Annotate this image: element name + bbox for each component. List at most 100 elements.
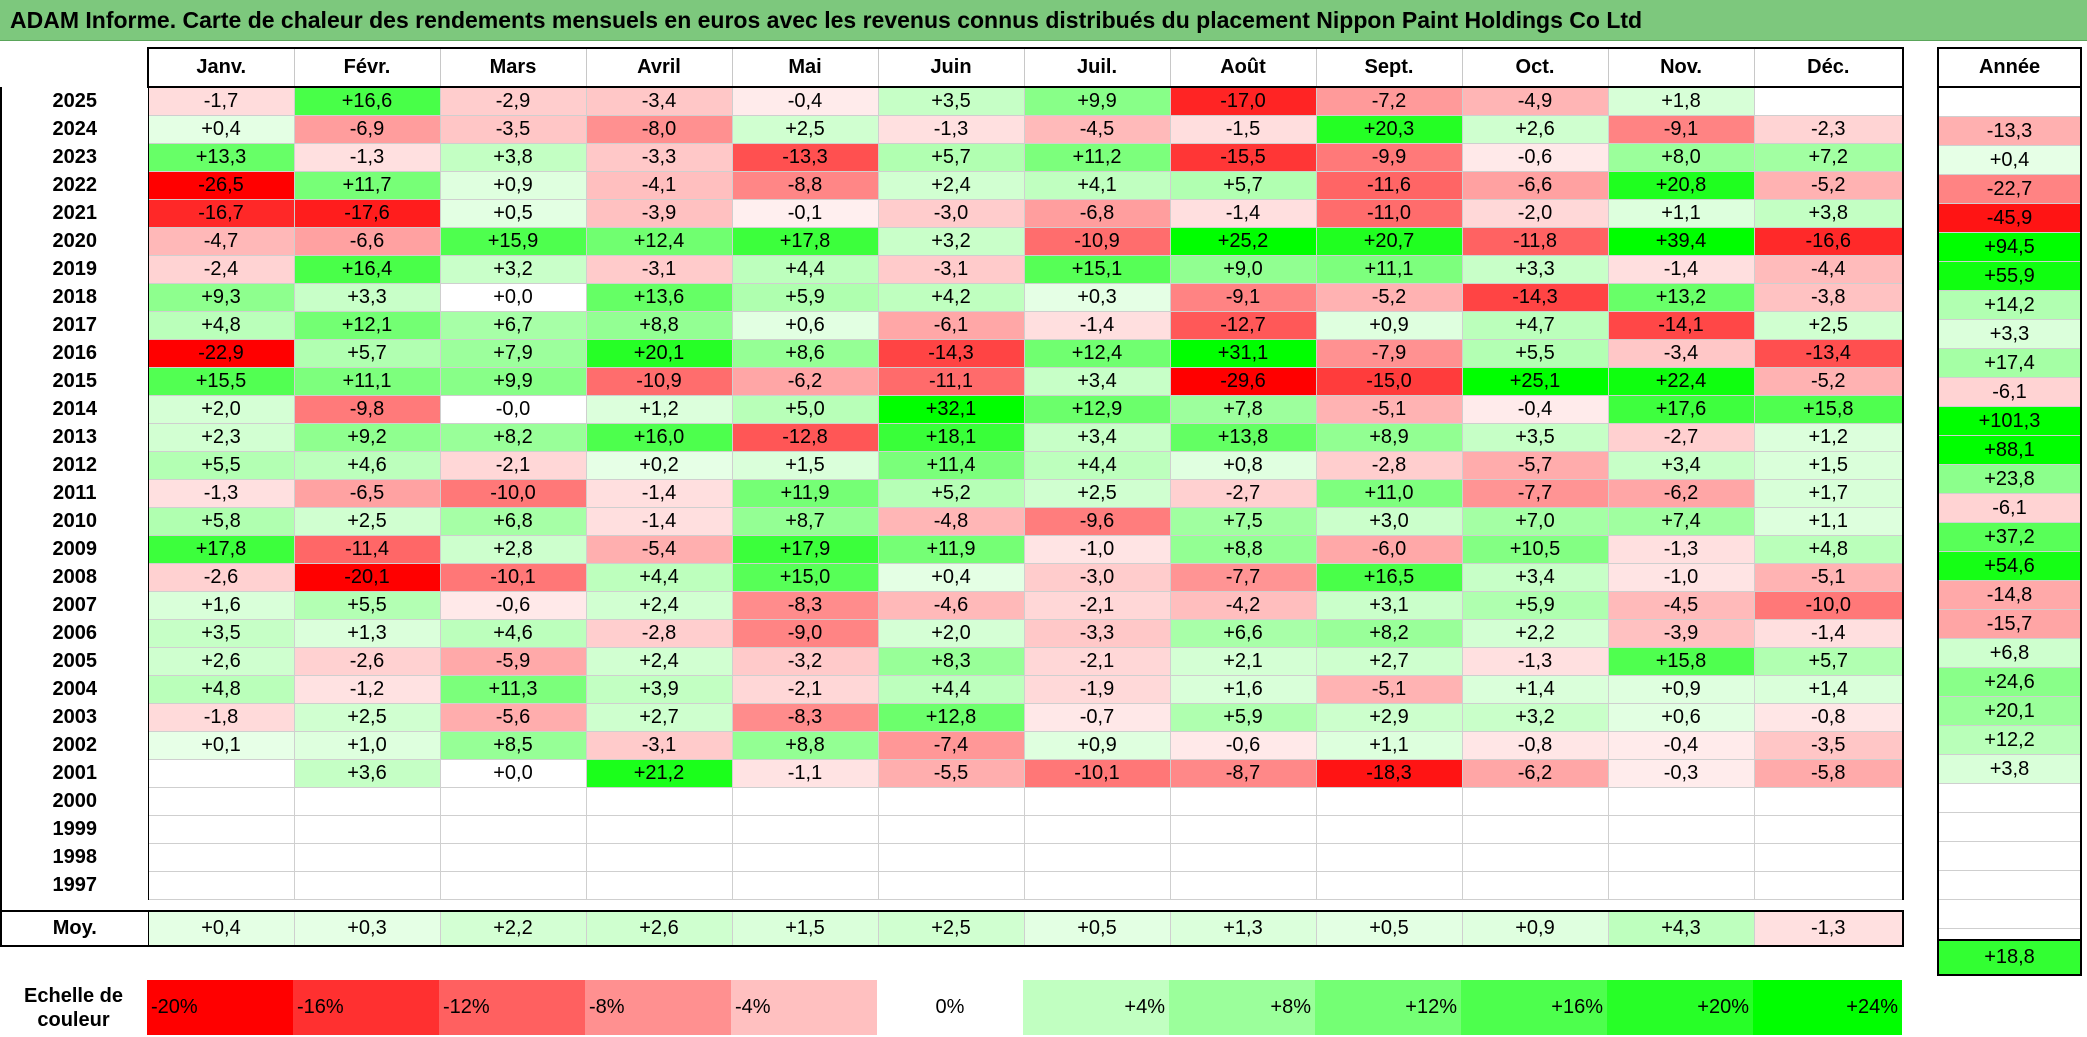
- heatmap-cell: -10,1: [439, 562, 587, 592]
- heatmap-cell: -11,0: [1315, 198, 1463, 228]
- heatmap-cell: +0,1: [147, 730, 295, 760]
- spacer: [1024, 898, 1170, 912]
- heatmap-cell: [1023, 814, 1171, 844]
- heatmap-cell: +15,1: [1023, 254, 1171, 284]
- heatmap-cell: -0,6: [1461, 142, 1609, 172]
- heatmap-cell: +2,8: [439, 534, 587, 564]
- heatmap-cell: +4,8: [147, 310, 295, 340]
- heatmap-cell: -17,6: [293, 198, 441, 228]
- heatmap-cell: +2,5: [293, 702, 441, 732]
- heatmap-cell: +0,4: [147, 114, 295, 144]
- heatmap-cell: +0,9: [439, 170, 587, 200]
- heatmap-cell: [1315, 814, 1463, 844]
- heatmap-cell: +16,6: [293, 86, 441, 116]
- heatmap-cell: -2,1: [1023, 646, 1171, 676]
- spacer: [1316, 898, 1462, 912]
- heatmap-cell: [585, 870, 733, 900]
- heatmap-cell: -5,4: [585, 534, 733, 564]
- heatmap-cell: +1,5: [1753, 450, 1904, 480]
- heatmap-cell: +3,6: [293, 758, 441, 788]
- month-header: Sept.: [1315, 47, 1463, 88]
- heatmap-cell: -7,7: [1169, 562, 1317, 592]
- heatmap-cell: +3,2: [1461, 702, 1609, 732]
- heatmap-cell: +12,4: [1023, 338, 1171, 368]
- heatmap-cell: +3,0: [1315, 506, 1463, 536]
- heatmap-table: Janv. Févr. Mars Avril Mai Juin Juil. Août Sept.…: [0, 47, 1904, 947]
- annual-cell: +101,3: [1937, 406, 2082, 436]
- heatmap-cell: -1,3: [147, 478, 295, 508]
- heatmap-cell: -3,9: [585, 198, 733, 228]
- heatmap-cell: -3,5: [1753, 730, 1904, 760]
- heatmap-cell: -10,1: [1023, 758, 1171, 788]
- heatmap-cell: [293, 842, 441, 872]
- heatmap-cell: -2,7: [1169, 478, 1317, 508]
- heatmap-cell: [439, 814, 587, 844]
- heatmap-cell: +2,6: [1461, 114, 1609, 144]
- year-label: 2007: [0, 591, 149, 619]
- heatmap-cell: +13,2: [1607, 282, 1755, 312]
- year-label: 2004: [0, 675, 149, 703]
- heatmap-cell: -3,8: [1753, 282, 1904, 312]
- heatmap-cell: -2,6: [147, 562, 295, 592]
- heatmap-cell: +11,0: [1315, 478, 1463, 508]
- heatmap-cell: +5,9: [1169, 702, 1317, 732]
- heatmap-cell: -5,9: [439, 646, 587, 676]
- heatmap-cell: +8,2: [439, 422, 587, 452]
- heatmap-cell: -8,3: [731, 590, 879, 620]
- heatmap-cell: [877, 814, 1025, 844]
- heatmap-cell: [1461, 814, 1609, 844]
- heatmap-cell: +0,4: [877, 562, 1025, 592]
- heatmap-cell: +4,1: [1023, 170, 1171, 200]
- heatmap-cell: +18,1: [877, 422, 1025, 452]
- heatmap-cell: +8,6: [731, 338, 879, 368]
- year-label: 2016: [0, 339, 149, 367]
- heatmap-cell: -0,8: [1461, 730, 1609, 760]
- heatmap-cell: -6,2: [1607, 478, 1755, 508]
- annual-cell: +55,9: [1937, 261, 2082, 291]
- heatmap-cell: +10,5: [1461, 534, 1609, 564]
- heatmap-cell: +6,6: [1169, 618, 1317, 648]
- heatmap-cell: -2,9: [439, 86, 587, 116]
- heatmap-cell: +4,8: [1753, 534, 1904, 564]
- heatmap-cell: +3,4: [1607, 450, 1755, 480]
- color-scale-swatch: -16%: [293, 980, 439, 1035]
- month-header: Déc.: [1753, 47, 1904, 88]
- heatmap-cell: -4,5: [1023, 114, 1171, 144]
- year-row: 2023 +13,3 -1,3 +3,8 -3,3 -13,3 +5,7 +11,2 -15,5…: [0, 142, 1904, 172]
- year-row: 1997: [0, 870, 1904, 900]
- year-label: 2023: [0, 143, 149, 171]
- month-header: Oct.: [1461, 47, 1609, 88]
- heatmap-cell: +25,2: [1169, 226, 1317, 256]
- heatmap-cell: -10,9: [585, 366, 733, 396]
- heatmap-cell: -15,5: [1169, 142, 1317, 172]
- color-scale-swatch: +20%: [1607, 980, 1753, 1035]
- heatmap-cell: -9,9: [1315, 142, 1463, 172]
- heatmap-cell: +13,6: [585, 282, 733, 312]
- heatmap-cell: +1,2: [1753, 422, 1904, 452]
- heatmap-cell: +12,1: [293, 310, 441, 340]
- heatmap-cell: +13,3: [147, 142, 295, 172]
- heatmap-cell: +9,9: [439, 366, 587, 396]
- heatmap-cell: +2,4: [877, 170, 1025, 200]
- annual-cell: -6,1: [1937, 377, 2082, 407]
- heatmap-cell: +5,2: [877, 478, 1025, 508]
- annual-cell: +88,1: [1937, 435, 2082, 465]
- heatmap-cell: -0,4: [1461, 394, 1609, 424]
- heatmap-cell: +4,2: [877, 282, 1025, 312]
- heatmap-cell: +0,2: [585, 450, 733, 480]
- year-row: 2006 +3,5 +1,3 +4,6 -2,8 -9,0 +2,0 -3,3 +6,6 +8,2…: [0, 618, 1904, 648]
- heatmap-cell: -1,3: [1607, 534, 1755, 564]
- heatmap-cell: -0,7: [1023, 702, 1171, 732]
- heatmap-cell: +4,4: [731, 254, 879, 284]
- heatmap-cell: -9,8: [293, 394, 441, 424]
- heatmap-cell: +3,4: [1461, 562, 1609, 592]
- heatmap-cell: -2,8: [585, 618, 733, 648]
- heatmap-cell: [1753, 870, 1904, 900]
- heatmap-cell: +13,8: [1169, 422, 1317, 452]
- heatmap-cell: +2,5: [731, 114, 879, 144]
- year-row: 2011 -1,3 -6,5 -10,0 -1,4 +11,9 +5,2 +2,5 -2,7 +1…: [0, 478, 1904, 508]
- color-scale-swatch: +16%: [1461, 980, 1607, 1035]
- heatmap-cell: -11,8: [1461, 226, 1609, 256]
- spacer: [732, 898, 878, 912]
- heatmap-cell: -1,4: [585, 506, 733, 536]
